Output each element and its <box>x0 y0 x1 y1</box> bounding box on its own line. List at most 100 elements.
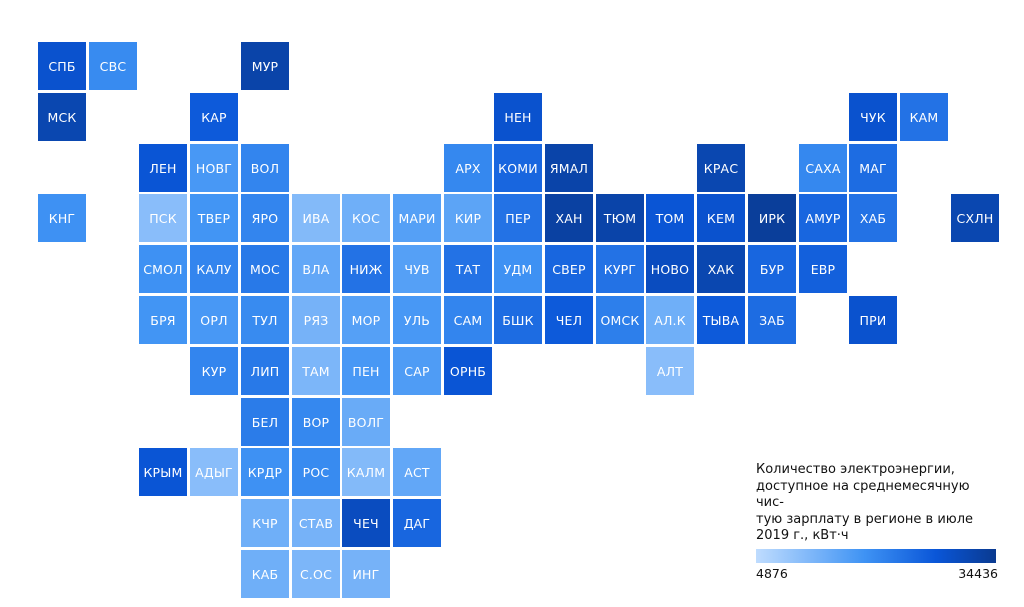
region-label: ХАН <box>555 210 583 226</box>
region-tile: НОВО <box>646 245 694 293</box>
region-tile: ПЕН <box>342 347 390 395</box>
region-tile: МОС <box>241 245 289 293</box>
legend-max-label: 34436 <box>958 565 998 581</box>
region-label: КУРГ <box>603 261 637 277</box>
region-label: КАЛУ <box>196 261 232 277</box>
region-tile: МАРИ <box>393 194 441 242</box>
region-tile: ТЮМ <box>596 194 644 242</box>
region-label: ЛИП <box>250 363 280 379</box>
region-tile: СВЕР <box>545 245 593 293</box>
region-label: ХАК <box>707 261 735 277</box>
region-label: КАБ <box>251 566 279 582</box>
region-tile: ИВА <box>292 194 340 242</box>
region-tile: АЛТ <box>646 347 694 395</box>
region-label: НОВО <box>650 261 690 277</box>
region-label: МСК <box>47 109 77 125</box>
region-label: ТАМ <box>302 363 330 379</box>
region-label: УЛЬ <box>403 312 431 328</box>
region-label: КРЫМ <box>143 464 183 480</box>
region-tile: ТУЛ <box>241 296 289 344</box>
region-tile: БРЯ <box>139 296 187 344</box>
region-tile: САХА <box>799 144 847 192</box>
region-tile: КРЫМ <box>139 448 187 496</box>
region-label: ЕВР <box>810 261 836 277</box>
region-tile: МОР <box>342 296 390 344</box>
region-tile: НЕН <box>494 93 542 141</box>
region-tile: САР <box>393 347 441 395</box>
region-tile: ЯРО <box>241 194 289 242</box>
region-tile: ИРК <box>748 194 796 242</box>
region-label: ИНГ <box>352 566 380 582</box>
region-tile: ЧУК <box>849 93 897 141</box>
region-label: ВОЛ <box>250 160 280 176</box>
region-label: КРАС <box>703 160 739 176</box>
region-label: КОС <box>351 210 381 226</box>
region-tile: СПБ <box>38 42 86 90</box>
region-label: СХЛН <box>956 210 994 226</box>
region-tile: КНГ <box>38 194 86 242</box>
region-label: АЛТ <box>656 363 684 379</box>
region-tile: АМУР <box>799 194 847 242</box>
legend-title-line: Количество электроэнергии, <box>756 462 955 477</box>
region-tile: ВЛА <box>292 245 340 293</box>
region-label: ЧУК <box>860 109 886 125</box>
region-label: АДЫГ <box>195 464 233 480</box>
region-label: АСТ <box>404 464 430 480</box>
region-tile: АЛ.К <box>646 296 694 344</box>
legend: Количество электроэнергии, доступное на … <box>756 462 998 581</box>
region-tile: СХЛН <box>951 194 999 242</box>
region-tile: КУРГ <box>596 245 644 293</box>
region-tile: САМ <box>444 296 492 344</box>
region-label: БУР <box>759 261 785 277</box>
region-label: ОМСК <box>600 312 640 328</box>
legend-title-line: 2019 г., кВт·ч <box>756 528 849 543</box>
region-tile: КРАС <box>697 144 745 192</box>
region-tile: ВОЛГ <box>342 398 390 446</box>
legend-title-line: тую зарплату в регионе в июле <box>756 511 974 527</box>
region-tile: ТАТ <box>444 245 492 293</box>
region-tile: КУР <box>190 347 238 395</box>
legend-min-label: 4876 <box>756 565 788 581</box>
region-label: ПРИ <box>859 312 887 328</box>
region-label: КРДР <box>247 464 283 480</box>
region-tile: ЗАБ <box>748 296 796 344</box>
region-tile: ТОМ <box>646 194 694 242</box>
region-label: КЧР <box>252 515 278 531</box>
region-label: ОРЛ <box>200 312 228 328</box>
legend-scale: 4876 34436 <box>756 566 998 581</box>
region-label: ЯМАЛ <box>549 160 589 176</box>
region-tile: ДАГ <box>393 499 441 547</box>
region-label: САМ <box>453 312 483 328</box>
region-tile: НОВГ <box>190 144 238 192</box>
region-label: НОВГ <box>195 160 233 176</box>
region-label: ВЛА <box>302 261 330 277</box>
region-label: КОМИ <box>498 160 538 176</box>
region-tile: КЧР <box>241 499 289 547</box>
region-label: ЛЕН <box>149 160 177 176</box>
region-label: ИРК <box>758 210 786 226</box>
region-tile: СТАВ <box>292 499 340 547</box>
region-label: НЕН <box>504 109 532 125</box>
region-tile: СВС <box>89 42 137 90</box>
region-label: ЧЕЛ <box>555 312 583 328</box>
region-label: ТУЛ <box>252 312 278 328</box>
region-tile: ЕВР <box>799 245 847 293</box>
region-tile: ЯМАЛ <box>545 144 593 192</box>
region-tile: КАБ <box>241 550 289 598</box>
region-tile: С.ОС <box>292 550 340 598</box>
region-label: ЗАБ <box>759 312 785 328</box>
region-tile: КАЛУ <box>190 245 238 293</box>
region-tile: КАР <box>190 93 238 141</box>
region-tile: МАГ <box>849 144 897 192</box>
region-label: КИР <box>454 210 482 226</box>
region-tile: ТВЕР <box>190 194 238 242</box>
region-label: СВЕР <box>552 261 586 277</box>
region-tile: ОРЛ <box>190 296 238 344</box>
region-label: БЕЛ <box>251 414 279 430</box>
region-label: СВС <box>99 58 127 74</box>
region-tile: МУР <box>241 42 289 90</box>
region-label: ТЫВА <box>702 312 740 328</box>
region-label: МОС <box>250 261 280 277</box>
region-tile: ОРНБ <box>444 347 492 395</box>
